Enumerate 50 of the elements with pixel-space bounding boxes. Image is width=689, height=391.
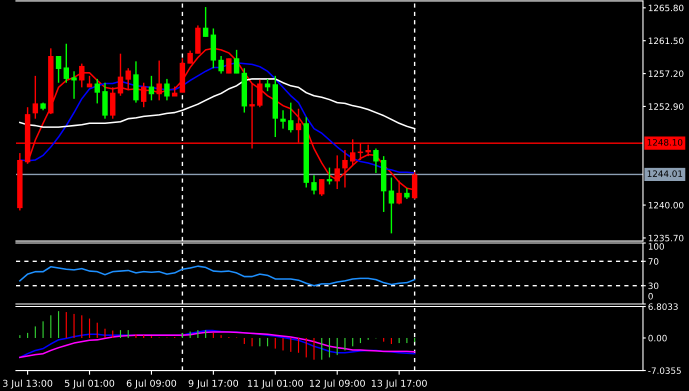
candlestick (110, 86, 116, 120)
candlestick (311, 174, 317, 196)
candlestick (319, 178, 324, 197)
x-tick-label: 6 Jul 09:00 (126, 380, 176, 389)
candlestick (218, 55, 224, 74)
candlestick (71, 70, 77, 100)
candlestick (156, 60, 162, 102)
y-tick-label: 1265.80 (648, 4, 684, 12)
candlestick (64, 43, 70, 84)
y-tick-label: 0 (648, 292, 653, 300)
y-tick-label: -7.0355 (648, 367, 681, 374)
x-tick-label: 9 Jul 17:00 (188, 380, 238, 389)
candlestick (56, 55, 62, 84)
candlestick (79, 62, 84, 88)
y-tick-label: 30 (648, 282, 658, 290)
y-tick-label: 1257.20 (648, 70, 684, 78)
x-tick-label: 11 Jul 01:00 (248, 380, 303, 389)
candlestick (257, 78, 263, 108)
candlestick (32, 75, 38, 120)
candlestick (140, 82, 146, 108)
candlestick (280, 110, 286, 130)
candlestick (234, 49, 240, 74)
x-tick-label: 3 Jul 13:00 (3, 380, 52, 389)
candlestick (148, 75, 154, 102)
y-tick-label: 1261.50 (648, 38, 684, 44)
y-tick-label: 1240.00 (648, 202, 684, 209)
y-tick-label: 70 (648, 258, 658, 265)
candlestick (164, 78, 170, 102)
candlestick (86, 75, 92, 88)
candlestick (202, 6, 208, 38)
x-tick-label: 13 Jul 17:00 (372, 380, 427, 389)
y-tick-label: 100 (648, 243, 664, 250)
ref-line-label: 1248.10 (648, 139, 682, 146)
y-tick-label: 6.8033 (648, 303, 678, 310)
candlestick (326, 166, 332, 186)
y-tick-label: 1252.90 (648, 103, 684, 110)
y-tick-label: 1235.70 (648, 234, 684, 242)
candlestick (126, 68, 131, 92)
x-tick-label: 12 Jul 09:00 (310, 380, 365, 389)
y-tick-label: 0.00 (648, 334, 667, 342)
ref-line-label: 1244.01 (648, 170, 682, 177)
candlestick (118, 53, 124, 96)
candlestick (388, 176, 394, 234)
candlestick (94, 78, 100, 104)
candlestick (342, 149, 348, 188)
candlestick (288, 102, 294, 134)
candlestick (404, 188, 410, 200)
candlestick (373, 148, 379, 174)
candlestick (264, 78, 270, 92)
x-tick-label: 5 Jul 01:00 (64, 380, 114, 389)
